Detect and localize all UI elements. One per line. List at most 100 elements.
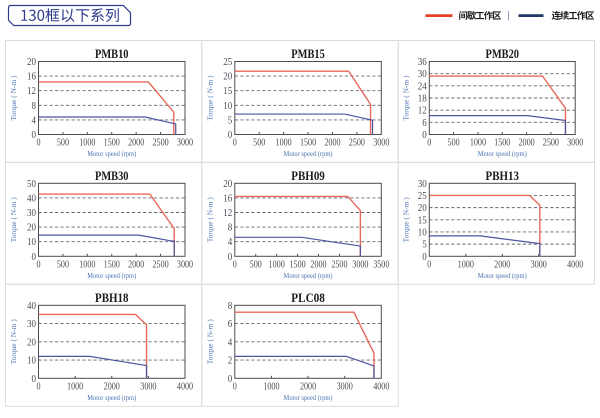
svg-text:5: 5: [228, 115, 233, 126]
svg-text:10: 10: [27, 237, 36, 248]
svg-text:0: 0: [228, 374, 233, 385]
svg-text:16: 16: [27, 72, 36, 83]
svg-text:Torque ( N-m ): Torque ( N-m ): [206, 319, 214, 365]
svg-text:20: 20: [27, 223, 36, 234]
svg-text:3000: 3000: [531, 259, 547, 270]
svg-text:3500: 3500: [373, 259, 389, 270]
svg-text:Motor speed (rpm): Motor speed (rpm): [478, 271, 527, 280]
svg-text:0: 0: [427, 259, 431, 270]
svg-text:1000: 1000: [276, 138, 292, 149]
svg-text:0: 0: [32, 374, 37, 385]
svg-text:16: 16: [223, 193, 232, 204]
svg-text:1500: 1500: [300, 138, 316, 149]
svg-text:Torque ( N-m ): Torque ( N-m ): [10, 197, 18, 243]
svg-text:10: 10: [418, 227, 427, 238]
svg-text:Motor speed (rpm): Motor speed (rpm): [87, 271, 136, 280]
svg-text:Motor speed (rpm): Motor speed (rpm): [87, 149, 136, 158]
svg-text:PMB20: PMB20: [486, 46, 520, 61]
svg-text:3000: 3000: [140, 381, 156, 392]
svg-text:3000: 3000: [567, 138, 583, 149]
svg-text:Torque ( N-m ): Torque ( N-m ): [206, 75, 214, 121]
svg-text:0: 0: [233, 259, 237, 270]
svg-text:2500: 2500: [152, 259, 168, 270]
svg-text:2000: 2000: [300, 381, 316, 392]
svg-text:1000: 1000: [79, 259, 95, 270]
svg-text:1500: 1500: [104, 138, 120, 149]
svg-text:Torque ( N-m ): Torque ( N-m ): [206, 197, 214, 243]
svg-text:8: 8: [32, 101, 37, 112]
svg-text:25: 25: [418, 191, 427, 202]
svg-text:20: 20: [27, 337, 36, 348]
svg-text:8: 8: [228, 223, 233, 234]
svg-text:4000: 4000: [373, 381, 389, 392]
svg-text:Torque ( N-m ): Torque ( N-m ): [403, 197, 411, 243]
svg-text:50: 50: [27, 179, 36, 190]
svg-text:500: 500: [448, 138, 460, 149]
svg-text:30: 30: [27, 319, 36, 330]
svg-text:500: 500: [57, 138, 69, 149]
svg-text:5: 5: [422, 240, 427, 251]
svg-text:3000: 3000: [352, 259, 368, 270]
svg-text:10: 10: [223, 101, 232, 112]
svg-text:4000: 4000: [177, 381, 193, 392]
svg-text:6: 6: [422, 118, 427, 129]
svg-text:24: 24: [418, 81, 428, 92]
svg-text:3000: 3000: [373, 138, 389, 149]
svg-text:4: 4: [228, 237, 233, 248]
svg-text:15: 15: [418, 215, 427, 226]
svg-text:36: 36: [418, 57, 427, 68]
svg-text:2000: 2000: [104, 381, 120, 392]
svg-text:2000: 2000: [128, 259, 144, 270]
svg-text:12: 12: [27, 86, 36, 97]
svg-text:30: 30: [27, 208, 36, 219]
svg-text:PMB15: PMB15: [291, 46, 325, 61]
svg-text:1000: 1000: [269, 259, 285, 270]
svg-text:25: 25: [223, 57, 232, 68]
svg-text:Motor speed (rpm): Motor speed (rpm): [284, 149, 333, 158]
svg-text:0: 0: [32, 130, 37, 141]
svg-text:40: 40: [27, 193, 36, 204]
svg-text:0: 0: [36, 381, 40, 392]
svg-text:2000: 2000: [324, 138, 340, 149]
svg-text:2500: 2500: [349, 138, 365, 149]
svg-text:12: 12: [223, 208, 232, 219]
svg-text:500: 500: [250, 259, 262, 270]
svg-text:0: 0: [36, 138, 40, 149]
svg-text:1500: 1500: [494, 138, 510, 149]
svg-text:20: 20: [223, 72, 232, 83]
svg-text:Motor speed (rpm): Motor speed (rpm): [284, 271, 333, 280]
svg-text:2000: 2000: [494, 259, 510, 270]
svg-text:PBH13: PBH13: [486, 168, 520, 183]
svg-text:2: 2: [228, 356, 233, 367]
svg-text:PMB30: PMB30: [95, 168, 129, 183]
svg-text:4: 4: [32, 115, 37, 126]
svg-text:PMB10: PMB10: [95, 46, 129, 61]
svg-text:1000: 1000: [470, 138, 486, 149]
svg-text:1500: 1500: [104, 259, 120, 270]
svg-text:3000: 3000: [177, 138, 193, 149]
svg-text:1000: 1000: [458, 259, 474, 270]
svg-text:20: 20: [27, 57, 36, 68]
svg-text:20: 20: [223, 179, 232, 190]
svg-text:40: 40: [27, 301, 36, 312]
svg-text:Torque ( N-m ): Torque ( N-m ): [403, 75, 411, 121]
svg-text:18: 18: [418, 94, 427, 105]
svg-text:2000: 2000: [310, 259, 326, 270]
svg-text:Motor speed (rpm): Motor speed (rpm): [284, 393, 333, 402]
svg-text:0: 0: [32, 252, 37, 263]
svg-text:0: 0: [228, 130, 233, 141]
svg-text:15: 15: [223, 86, 232, 97]
svg-text:1000: 1000: [79, 138, 95, 149]
svg-text:8: 8: [228, 301, 233, 312]
svg-text:3000: 3000: [337, 381, 353, 392]
svg-text:30: 30: [418, 179, 427, 190]
svg-text:0: 0: [233, 381, 237, 392]
svg-text:0: 0: [233, 138, 237, 149]
svg-text:12: 12: [418, 106, 427, 117]
svg-text:20: 20: [418, 203, 427, 214]
svg-text:4: 4: [228, 337, 233, 348]
svg-text:PBH09: PBH09: [291, 168, 325, 183]
svg-text:1500: 1500: [289, 259, 305, 270]
svg-text:2500: 2500: [543, 138, 559, 149]
svg-text:0: 0: [36, 259, 40, 270]
